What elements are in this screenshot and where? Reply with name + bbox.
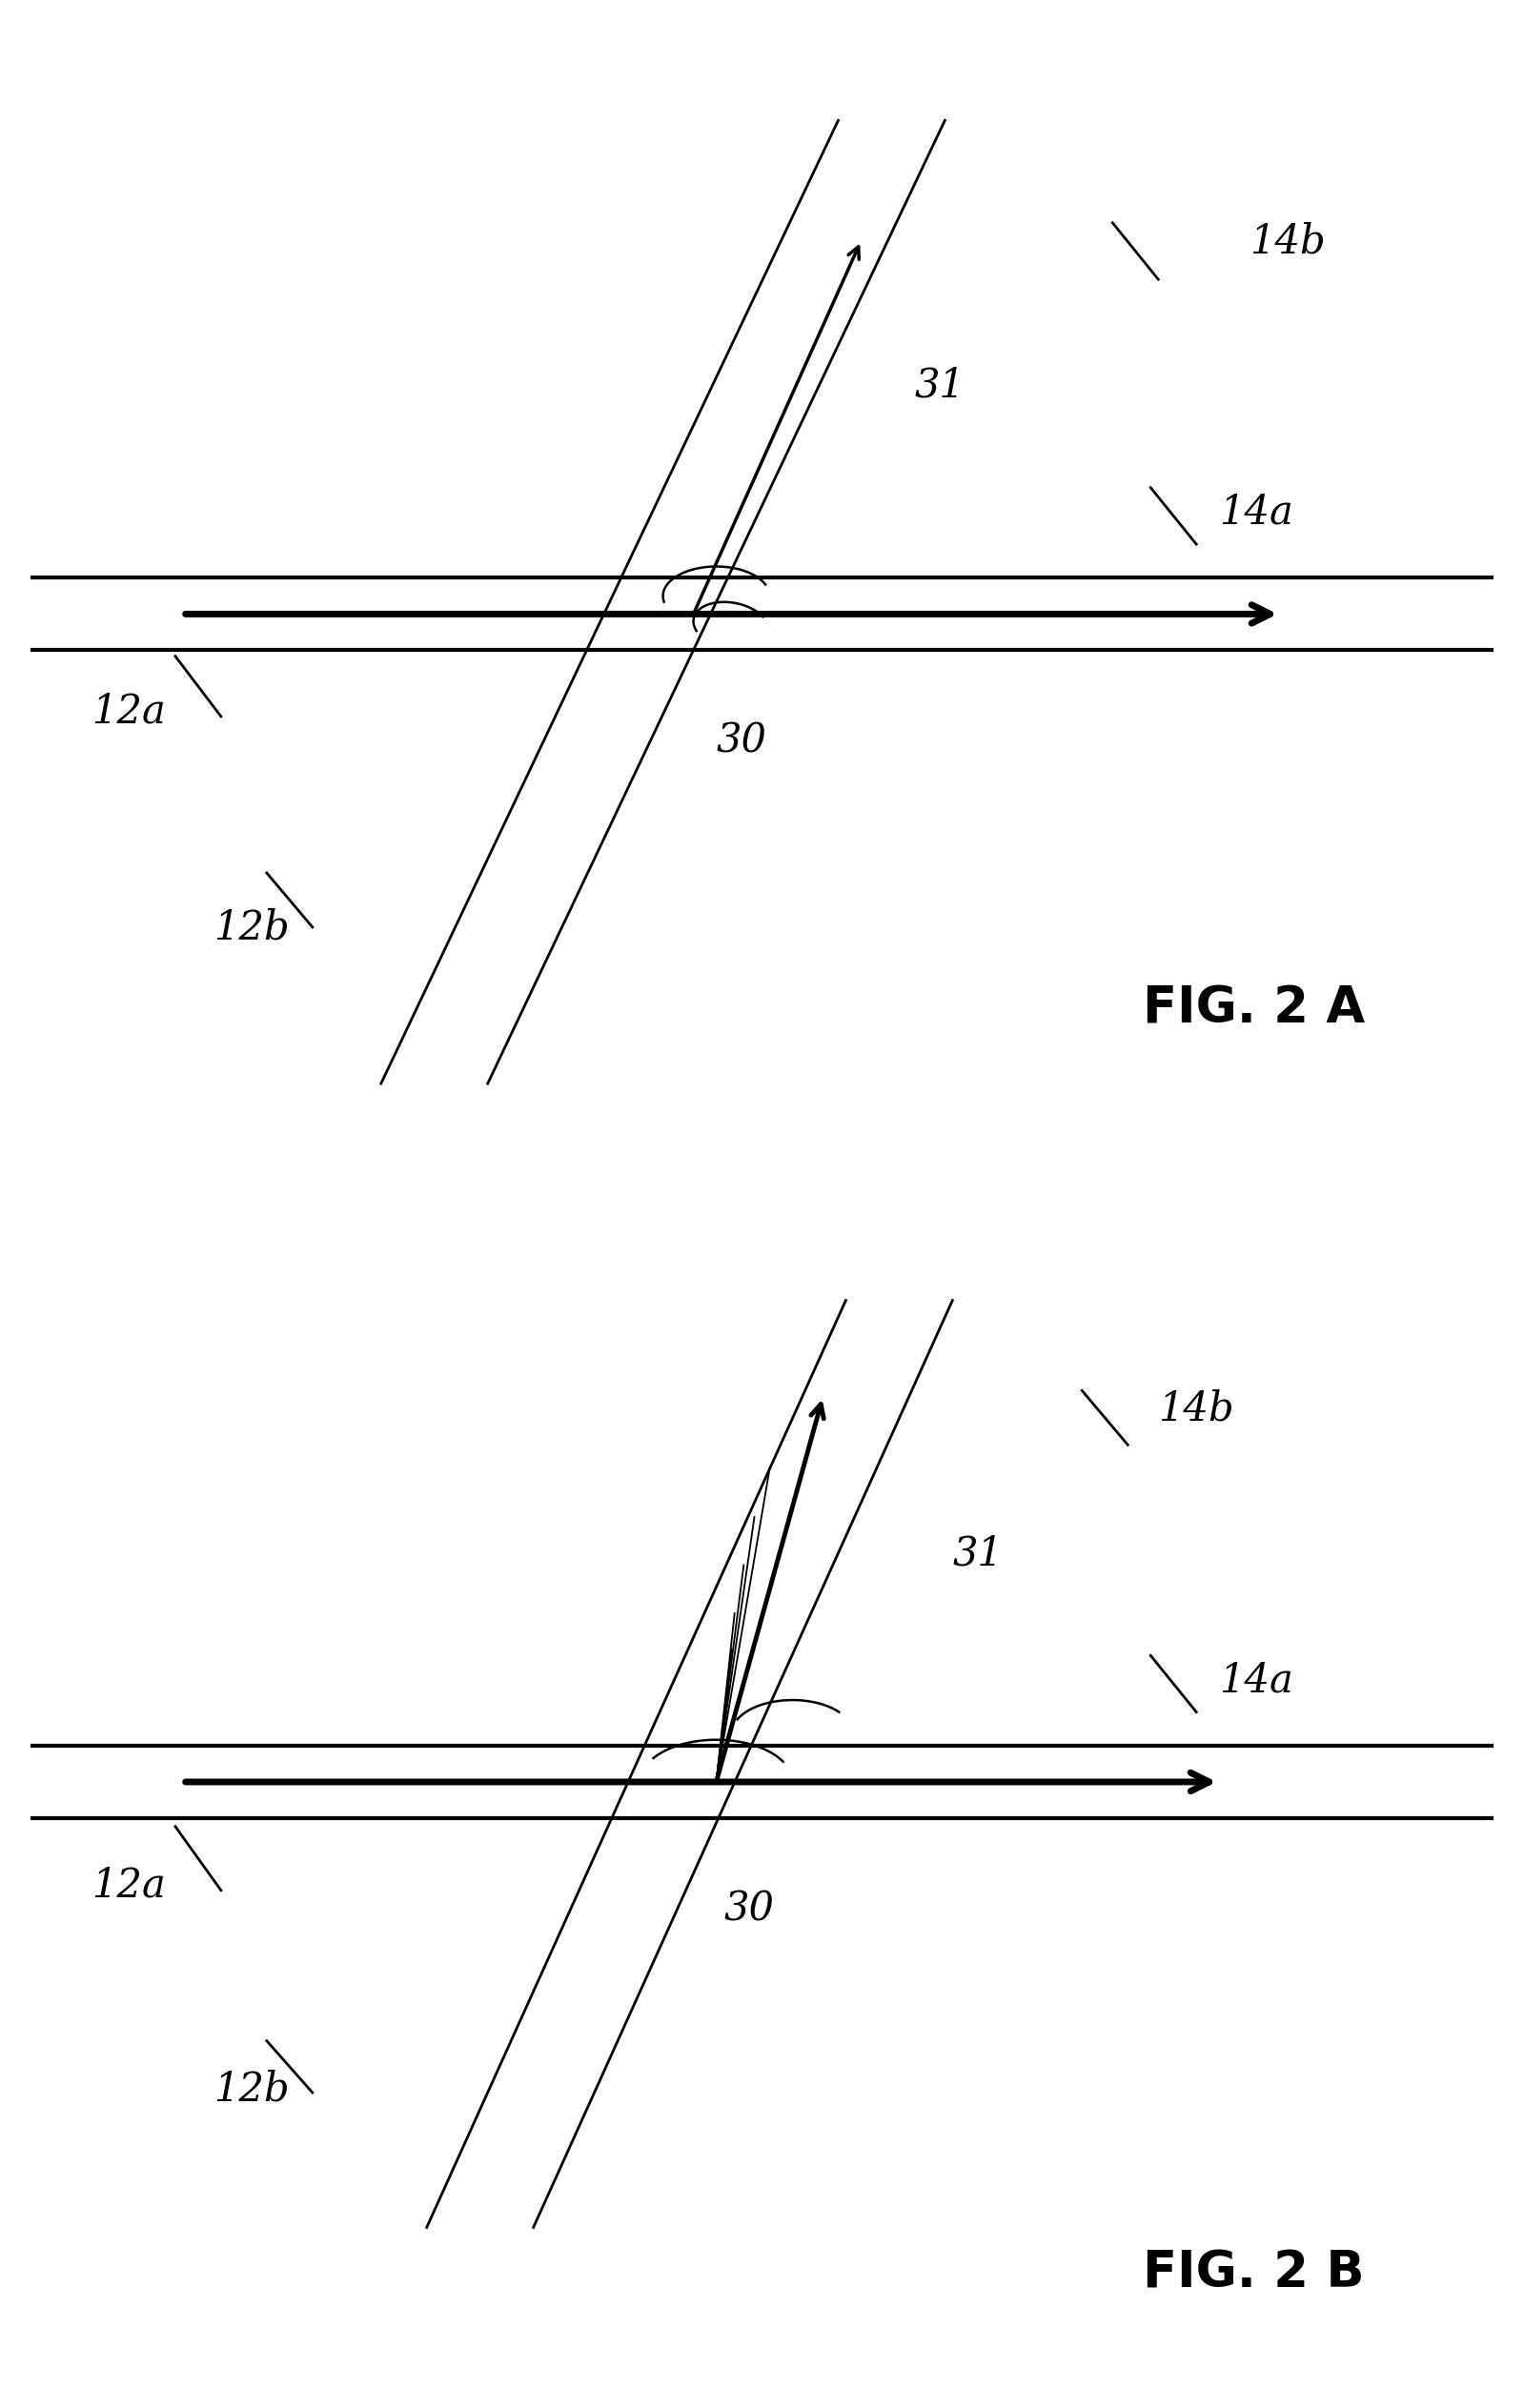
Text: 30: 30 — [716, 720, 767, 761]
Text: FIG. 2 B: FIG. 2 B — [1143, 2249, 1364, 2297]
Text: FIG. 2 A: FIG. 2 A — [1143, 985, 1366, 1033]
Text: 31: 31 — [914, 366, 965, 407]
Text: 12b: 12b — [213, 2068, 290, 2109]
Text: 12a: 12a — [91, 691, 166, 732]
Text: 12a: 12a — [91, 1864, 166, 1905]
Text: 14a: 14a — [1219, 491, 1294, 532]
Text: 31: 31 — [952, 1534, 1003, 1575]
Text: 14b: 14b — [1250, 222, 1326, 262]
Text: 30: 30 — [724, 1888, 774, 1929]
Text: 14b: 14b — [1158, 1389, 1234, 1430]
Text: 12b: 12b — [213, 908, 290, 949]
Text: 14a: 14a — [1219, 1659, 1294, 1700]
